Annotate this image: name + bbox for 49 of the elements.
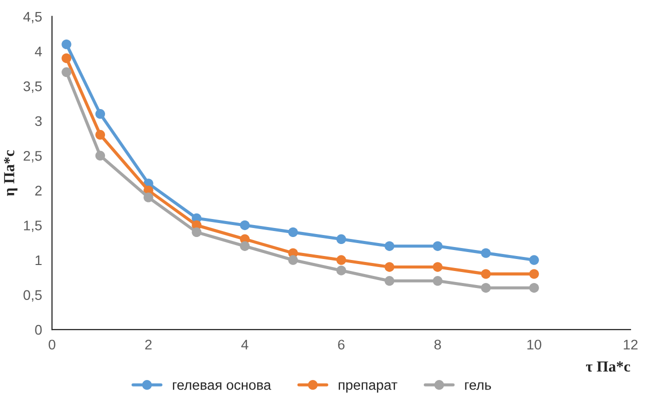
- point: [62, 67, 72, 78]
- point: [95, 130, 106, 140]
- y-tick-label: 0: [35, 324, 42, 335]
- y-tick-label: 1,5: [24, 220, 42, 232]
- point: [240, 241, 250, 251]
- x-tick-label: 4: [241, 340, 248, 350]
- y-tick-label: 3,5: [24, 81, 42, 93]
- point: [481, 269, 491, 279]
- point: [288, 255, 298, 265]
- y-tick-label: 4,5: [23, 12, 42, 24]
- x-tick-label: 2: [145, 340, 152, 350]
- y-tick-label: 1: [36, 255, 42, 266]
- x-tick-label: 0: [48, 340, 56, 350]
- point: [336, 266, 346, 276]
- y-tick-label: 3: [35, 116, 42, 126]
- legend-label: гелевая основа: [172, 382, 272, 390]
- y-tick-label: 4: [34, 46, 42, 56]
- point: [144, 192, 154, 202]
- point: [95, 150, 106, 161]
- point: [288, 227, 298, 238]
- point: [529, 269, 539, 279]
- point: [240, 220, 250, 230]
- point: [529, 282, 539, 293]
- point: [336, 234, 346, 244]
- x-axis-title: τ Па*с: [586, 361, 630, 372]
- y-tick-label: 0,5: [24, 290, 42, 302]
- point: [336, 255, 346, 265]
- point: [432, 241, 443, 251]
- point: [432, 276, 443, 286]
- point: [384, 262, 394, 272]
- point: [481, 248, 491, 258]
- legend-label: препарат: [338, 382, 398, 393]
- x-tick-label: 6: [338, 340, 344, 350]
- legend-label: гель: [465, 382, 491, 390]
- point: [384, 276, 394, 286]
- point: [62, 53, 72, 64]
- x-tick-label: 10: [527, 340, 542, 350]
- point: [432, 262, 443, 272]
- y-tick-label: 2,5: [24, 150, 42, 162]
- point: [192, 227, 202, 238]
- y-axis-title: η Па*с: [4, 150, 18, 196]
- point: [62, 39, 72, 50]
- point: [529, 255, 539, 265]
- x-tick-label: 8: [434, 340, 441, 350]
- y-tick-label: 2: [35, 186, 42, 196]
- point: [384, 241, 394, 251]
- point: [481, 282, 491, 293]
- point: [95, 109, 106, 119]
- x-tick-label: 12: [624, 340, 638, 350]
